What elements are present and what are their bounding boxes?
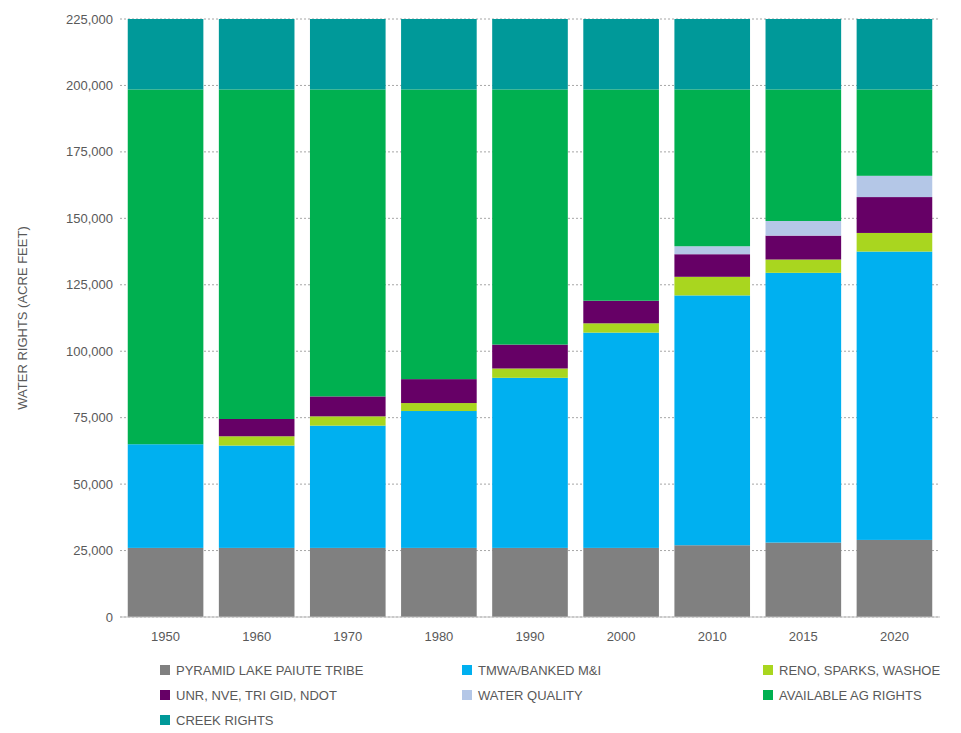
bar-segment xyxy=(401,411,477,548)
bar-segment xyxy=(857,176,933,197)
y-axis-label: WATER RIGHTS (ACRE FEET) xyxy=(15,226,30,409)
y-tick-label: 150,000 xyxy=(66,211,113,226)
bar-segment xyxy=(766,221,842,236)
bar-segment xyxy=(857,233,933,252)
x-tick-label: 2020 xyxy=(880,629,909,644)
bar-segment xyxy=(492,345,568,369)
bar-segment xyxy=(219,548,295,617)
bar-segment xyxy=(401,19,477,89)
bar-segment xyxy=(401,548,477,617)
bar-segment xyxy=(492,19,568,89)
y-tick-label: 225,000 xyxy=(66,12,113,27)
legend-swatch xyxy=(763,665,773,675)
grid xyxy=(120,19,940,617)
bar-segment xyxy=(674,295,750,545)
y-tick-label: 75,000 xyxy=(73,410,113,425)
x-tick-label: 1970 xyxy=(333,629,362,644)
bar-segment xyxy=(766,543,842,617)
y-tick-label: 125,000 xyxy=(66,277,113,292)
x-tick-label: 2000 xyxy=(607,629,636,644)
bar-segment xyxy=(219,89,295,419)
legend-label: UNR, NVE, TRI GID, NDOT xyxy=(176,688,337,703)
chart: 0 25,000 50,000 75,000 100,000 125,000 150,000… xyxy=(0,0,961,733)
legend-label: WATER QUALITY xyxy=(478,688,583,703)
bar-segment xyxy=(492,368,568,377)
bar-segment xyxy=(674,277,750,296)
bar-segment xyxy=(219,446,295,548)
legend-swatch xyxy=(160,665,170,675)
bar-segment xyxy=(583,323,659,332)
legend-label: PYRAMID LAKE PAIUTE TRIBE xyxy=(176,663,364,678)
x-axis-line xyxy=(120,617,940,618)
legend-label: RENO, SPARKS, WASHOE xyxy=(779,663,940,678)
bar-segment xyxy=(674,246,750,254)
bar-segment xyxy=(401,89,477,379)
bar-segment xyxy=(674,89,750,246)
bar-segment xyxy=(857,252,933,540)
bar-segment xyxy=(310,416,386,425)
bars xyxy=(128,19,933,617)
legend-swatch xyxy=(160,690,170,700)
legend-label: TMWA/BANKED M&I xyxy=(478,663,601,678)
bar-segment xyxy=(583,301,659,324)
bar-segment xyxy=(128,444,204,548)
x-tick-label: 1980 xyxy=(424,629,453,644)
bar-segment xyxy=(310,89,386,396)
bar-segment xyxy=(857,540,933,617)
x-tick-label: 1960 xyxy=(242,629,271,644)
grid-line xyxy=(120,617,940,618)
bar-segment xyxy=(766,89,842,221)
bar-segment xyxy=(583,89,659,300)
bar-segment xyxy=(492,378,568,548)
bar-segment xyxy=(766,19,842,89)
y-tick-label: 100,000 xyxy=(66,344,113,359)
bar-segment xyxy=(401,379,477,403)
bar-segment xyxy=(766,260,842,273)
bar-segment xyxy=(674,19,750,89)
x-tick-label: 1990 xyxy=(516,629,545,644)
y-ticks: 0 25,000 50,000 75,000 100,000 125,000 150,000… xyxy=(66,12,113,625)
bar-segment xyxy=(857,89,933,175)
y-tick-label: 175,000 xyxy=(66,144,113,159)
legend-label: AVAILABLE AG RIGHTS xyxy=(779,688,922,703)
x-tick-label: 1950 xyxy=(151,629,180,644)
bar-segment xyxy=(310,548,386,617)
legend-swatch xyxy=(763,690,773,700)
bar-segment xyxy=(766,273,842,543)
legend-swatch xyxy=(462,665,472,675)
y-tick-label: 25,000 xyxy=(73,543,113,558)
bar-segment xyxy=(492,89,568,344)
legend: PYRAMID LAKE PAIUTE TRIBE TMWA/BANKED M&I… xyxy=(160,663,940,728)
bar-segment xyxy=(401,403,477,411)
x-ticks: 1950 1960 1970 1980 1990 2000 2010 2015 2020 xyxy=(151,629,909,644)
bar-segment xyxy=(128,548,204,617)
bar-segment xyxy=(219,419,295,436)
bar-segment xyxy=(583,333,659,548)
y-tick-label: 0 xyxy=(106,610,113,625)
bar-segment xyxy=(583,19,659,89)
x-tick-label: 2015 xyxy=(789,629,818,644)
y-tick-label: 50,000 xyxy=(73,477,113,492)
x-tick-label: 2010 xyxy=(698,629,727,644)
bar-segment xyxy=(857,19,933,89)
legend-label: CREEK RIGHTS xyxy=(176,713,274,728)
bar-segment xyxy=(583,548,659,617)
bar-segment xyxy=(310,396,386,416)
bar-segment xyxy=(219,19,295,89)
legend-swatch xyxy=(462,690,472,700)
bar-segment xyxy=(766,236,842,260)
y-tick-label: 200,000 xyxy=(66,78,113,93)
bar-segment xyxy=(310,19,386,89)
bar-segment xyxy=(857,197,933,233)
bar-segment xyxy=(674,254,750,277)
bar-segment xyxy=(492,548,568,617)
bar-segment xyxy=(674,545,750,617)
bar-segment xyxy=(128,89,204,444)
legend-swatch xyxy=(160,715,170,725)
bar-segment xyxy=(219,436,295,445)
bar-segment xyxy=(310,426,386,548)
bar-segment xyxy=(128,19,204,89)
